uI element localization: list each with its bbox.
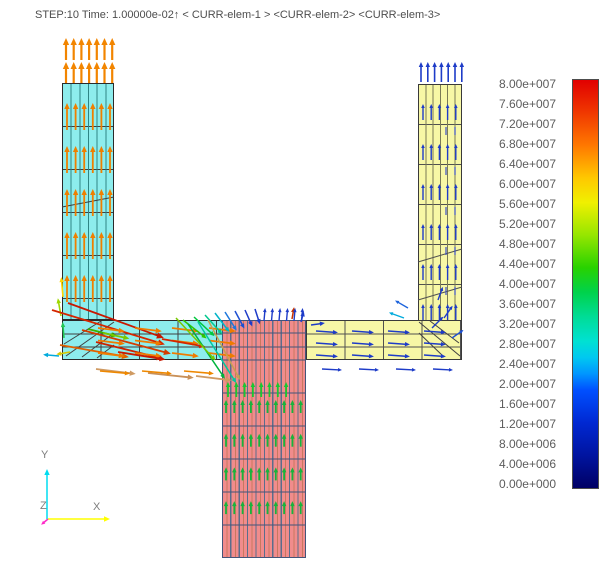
legend-label: 3.20e+007	[498, 317, 556, 331]
legend-label: 5.20e+007	[498, 217, 556, 231]
legend-labels: 8.00e+007 7.60e+007 7.20e+007 6.80e+007 6.40…	[440, 74, 556, 494]
colorbar-gradient	[572, 79, 599, 489]
legend-label: 4.80e+007	[498, 237, 556, 251]
legend-label: 5.60e+007	[498, 197, 556, 211]
legend-label: 7.20e+007	[498, 117, 556, 131]
legend-label: 8.00e+007	[498, 77, 556, 91]
mesh-region-bottom-column	[222, 320, 306, 558]
legend-label: 3.60e+007	[498, 297, 556, 311]
mesh-region-bar-right	[306, 320, 462, 360]
legend-label: 6.00e+007	[498, 177, 556, 191]
legend-label: 1.20e+007	[498, 417, 556, 431]
legend-label: 4.40e+007	[498, 257, 556, 271]
mesh-region-left-column	[62, 83, 114, 320]
axis-label-z: Z	[40, 500, 47, 512]
mesh-region-bar-left	[62, 320, 223, 360]
legend-label: 2.80e+007	[498, 337, 556, 351]
legend-label: 7.60e+007	[498, 97, 556, 111]
mesh-region-right-column	[418, 84, 462, 322]
axis-label-y: Y	[41, 449, 49, 461]
plot-title: STEP:10 Time: 1.00000e-02↑ < CURR-elem-1…	[35, 9, 441, 21]
legend-label: 1.60e+007	[498, 397, 556, 411]
legend-label: 4.00e+006	[498, 457, 556, 471]
legend-label: 6.80e+007	[498, 137, 556, 151]
axis-label-x: X	[93, 501, 101, 513]
legend-label: 2.40e+007	[498, 357, 556, 371]
legend-label: 4.00e+007	[498, 277, 556, 291]
legend-label: 8.00e+006	[498, 437, 556, 451]
legend-label: 6.40e+007	[498, 157, 556, 171]
legend-label: 2.00e+007	[498, 377, 556, 391]
legend-label: 0.00e+000	[498, 477, 556, 491]
